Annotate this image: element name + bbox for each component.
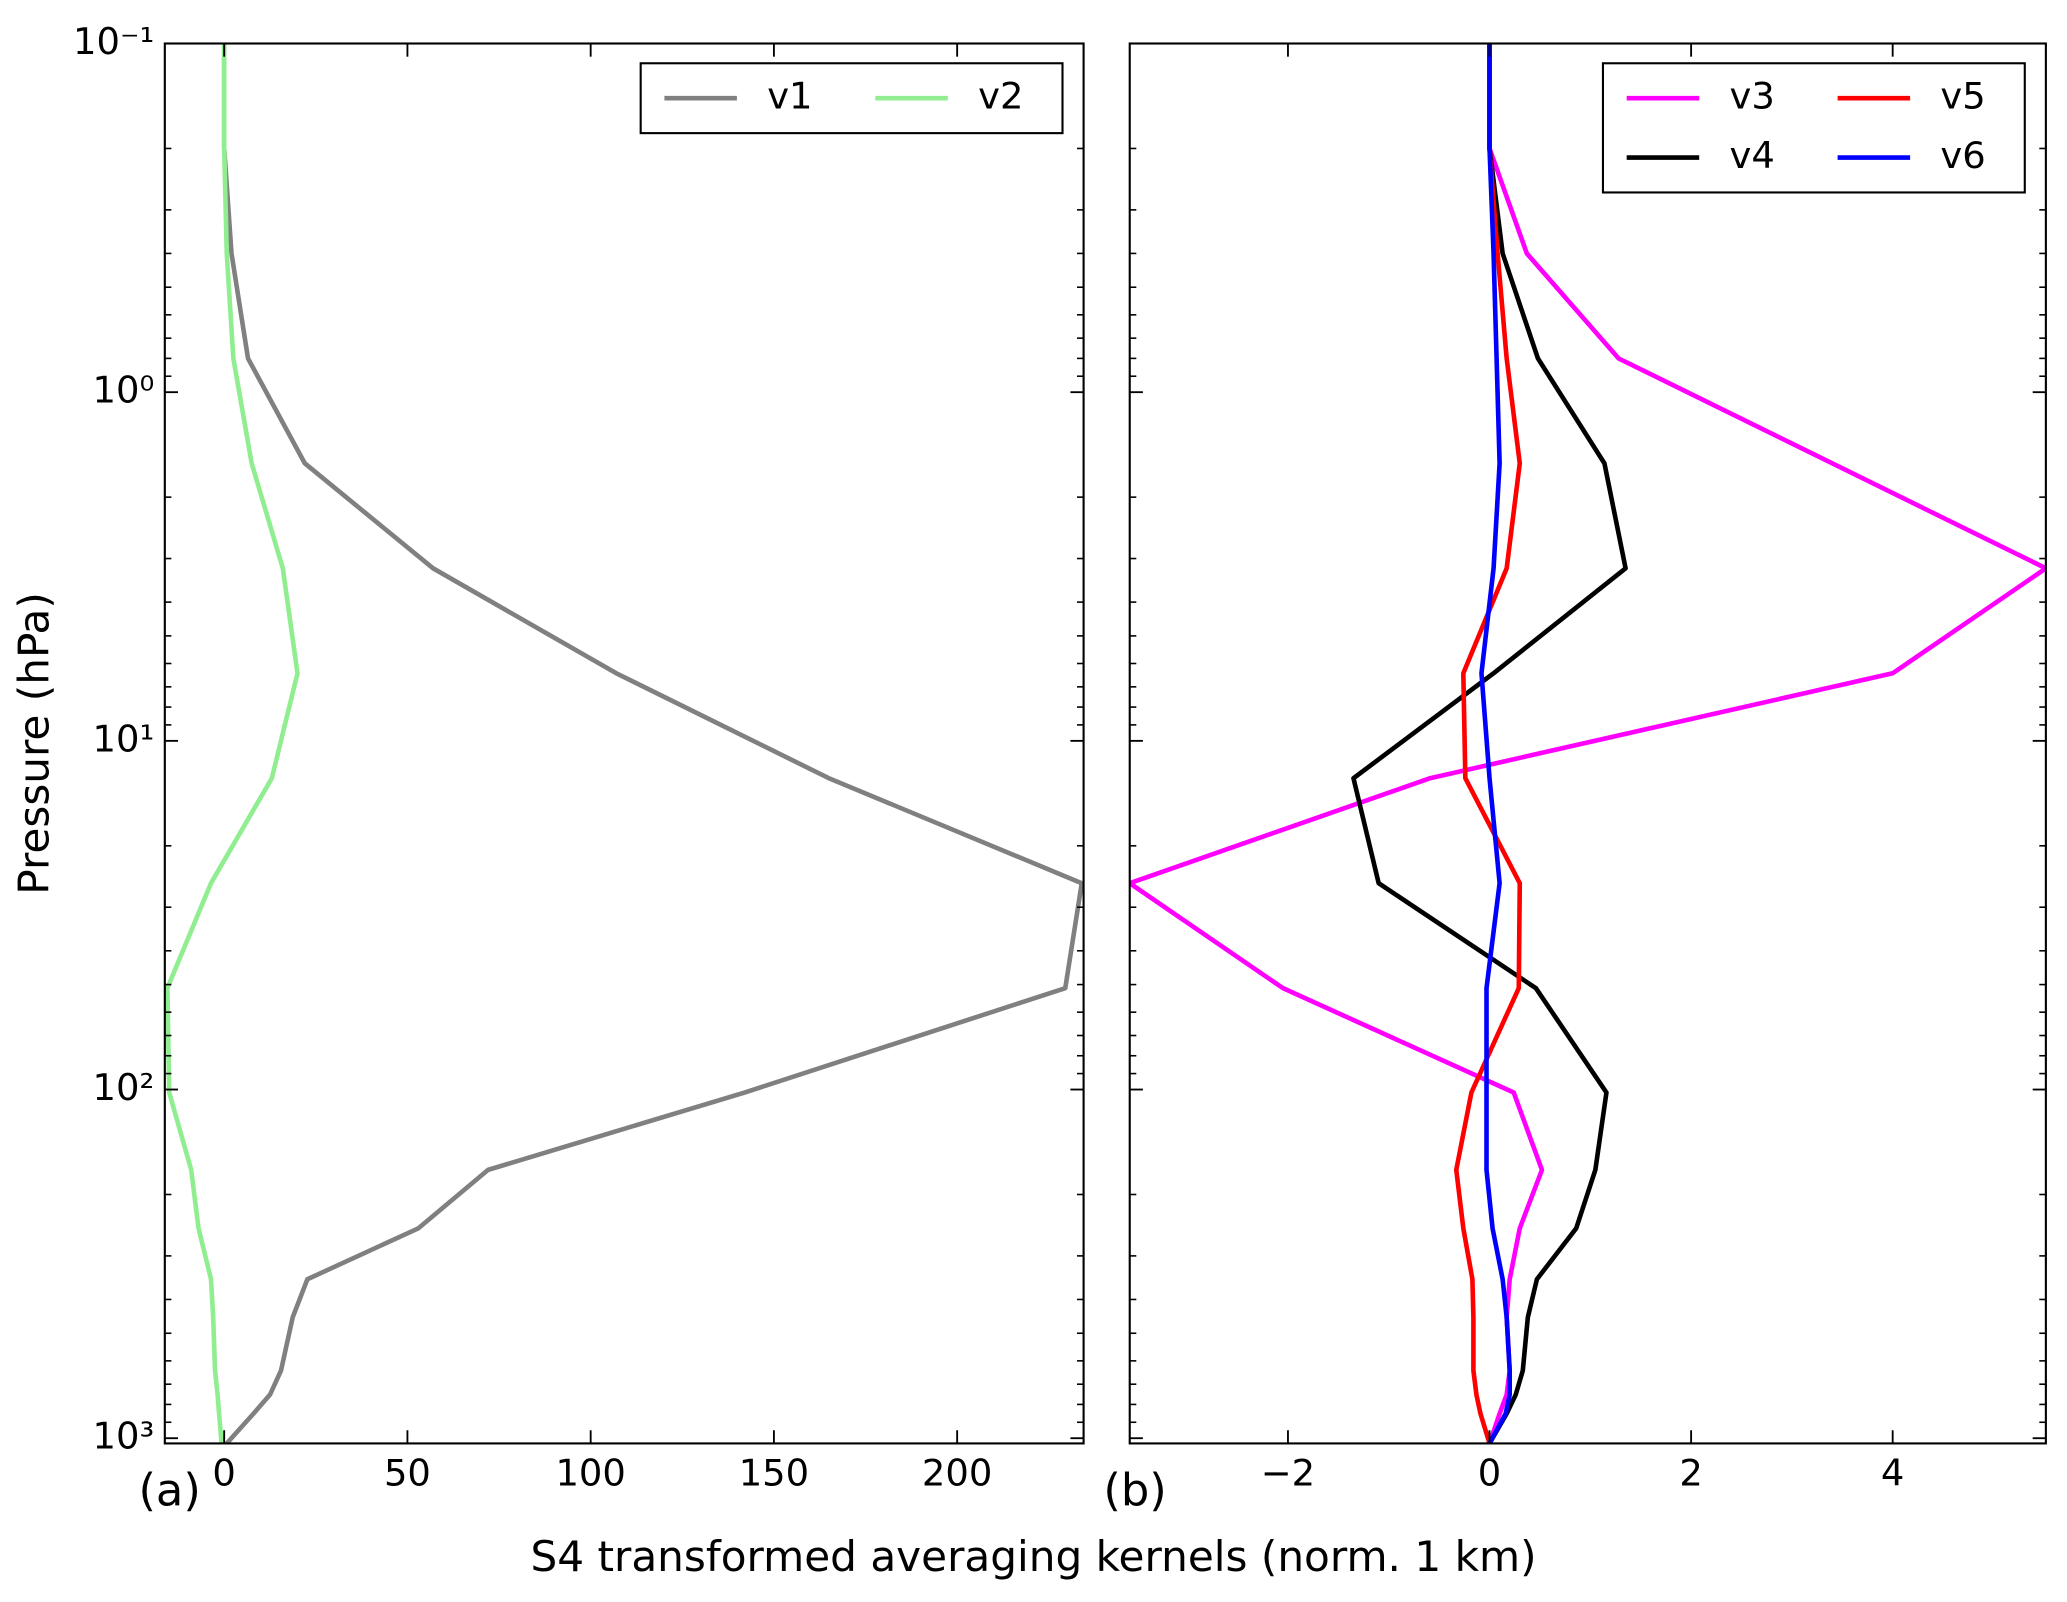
panel-label: (a) — [138, 1464, 200, 1517]
x-tick-label: 2 — [1679, 1452, 1702, 1495]
legend-box — [1601, 62, 2026, 194]
x-tick-label: 100 — [555, 1452, 625, 1495]
y-tick-label: 10¹ — [93, 717, 155, 760]
x-tick-label: 0 — [212, 1452, 235, 1495]
legend-label: v1 — [767, 75, 812, 118]
series-line — [1453, 43, 1523, 1444]
y-axis-label: Pressure (hPa) — [9, 592, 58, 895]
series-line — [1479, 43, 1513, 1444]
y-tick-label: 10⁻¹ — [73, 20, 154, 63]
series-line — [221, 43, 1084, 1444]
legend-label: v3 — [1730, 75, 1775, 118]
y-tick-label: 10³ — [93, 1415, 155, 1458]
x-tick-label: 200 — [922, 1452, 992, 1495]
x-tick-label: 4 — [1881, 1452, 1904, 1495]
series-line — [1351, 43, 1628, 1444]
y-tick-label: 10⁰ — [93, 369, 155, 412]
x-tick-label: −2 — [1261, 1452, 1315, 1495]
axes-frame — [1128, 42, 2047, 1445]
y-tick-label: 10² — [93, 1066, 155, 1109]
series-line — [165, 43, 300, 1444]
legend-label: v6 — [1940, 134, 1985, 177]
x-tick-label: 0 — [1478, 1452, 1501, 1495]
legend-label: v5 — [1940, 75, 1985, 118]
x-axis-label: S4 transformed averaging kernels (norm. … — [530, 1532, 1536, 1581]
x-tick-label: 150 — [739, 1452, 809, 1495]
x-tick-label: 50 — [384, 1452, 431, 1495]
axes-frame — [163, 42, 1085, 1445]
legend-label: v2 — [978, 75, 1023, 118]
legend-label: v4 — [1730, 134, 1775, 177]
panel-label: (b) — [1103, 1464, 1166, 1517]
